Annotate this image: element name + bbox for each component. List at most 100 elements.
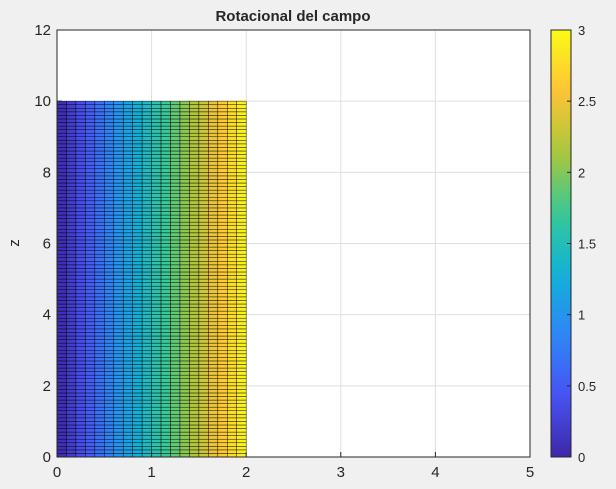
surface-cell [104,125,115,130]
surface-cell [85,108,96,113]
surface-cell [104,406,115,411]
surface-cell [75,140,86,145]
surface-cell [179,200,190,205]
surface-cell [170,172,181,177]
surface-cell [94,371,105,376]
surface-cell [198,229,209,234]
surface-cell [227,414,237,419]
surface-cell [160,446,171,451]
surface-cell [227,417,237,422]
surface-cell [170,339,181,344]
surface-cell [141,253,152,258]
surface-cell [217,193,228,198]
surface-cell [189,207,200,212]
surface-cell [85,132,96,137]
surface-cell [104,246,115,251]
surface-cell [122,257,133,262]
surface-cell [151,342,162,347]
surface-cell [208,161,219,166]
surface-cell [56,108,67,113]
surface-cell [236,143,247,148]
surface-cell [85,300,96,305]
surface-cell [141,150,152,155]
surface-cell [151,275,162,280]
surface-cell [189,157,200,162]
surface-cell [113,335,124,340]
surface-cell [236,431,247,436]
x-tick-label: 3 [337,464,345,481]
surface-cell [236,164,247,170]
surface-cell [113,143,124,148]
surface-cell [236,307,247,312]
surface-cell [141,225,152,230]
surface-cell [113,449,124,454]
surface-cell [85,264,96,269]
surface-cell [236,236,247,241]
surface-cell [141,421,152,426]
surface-cell [141,374,152,379]
surface-cell [66,396,77,401]
surface-cell [217,453,228,458]
surface-cell [198,428,209,433]
surface-cell [122,271,133,276]
surface-cell [160,214,171,219]
surface-cell [56,115,67,120]
surface-cell [208,278,219,283]
surface-cell [179,442,190,447]
surface-cell [208,424,219,429]
surface-cell [56,406,67,411]
surface-cell [66,168,77,173]
surface-cell [227,179,237,184]
surface-cell [170,196,181,202]
surface-cell [189,385,200,390]
surface-cell [170,303,181,308]
surface-cell [94,442,105,447]
surface-cell [66,453,77,458]
surface-cell [236,342,247,347]
surface-cell [94,175,105,180]
surface-cell [141,446,152,451]
surface-cell [217,115,228,120]
surface-cell [66,211,77,216]
surface-cell [208,296,219,301]
surface-cell [179,175,190,180]
surface-cell [104,378,115,383]
surface-cell [170,421,181,426]
surface-cell [75,317,86,323]
surface-cell [160,243,171,248]
surface-cell [85,410,96,415]
surface-cell [160,350,171,355]
surface-cell [113,147,124,152]
surface-cell [75,161,86,166]
surface-cell [227,314,237,319]
surface-cell [208,403,219,408]
surface-cell [132,264,143,269]
surface-cell [141,118,152,123]
surface-cell [56,186,67,191]
surface-cell [227,108,237,113]
surface-cell [151,143,162,148]
surface-cell [141,214,152,219]
surface-cell [170,350,181,355]
surface-cell [66,140,77,145]
surface-cell [151,385,162,390]
surface-cell [141,325,152,330]
surface-cell [56,196,67,202]
surface-cell [160,342,171,347]
surface-cell [179,353,190,358]
surface-cell [179,150,190,155]
surface-cell [179,303,190,308]
surface-cell [217,424,228,429]
surface-cell [132,164,143,170]
surface-cell [141,417,152,422]
surface-cell [104,182,115,187]
surface-cell [198,357,209,362]
surface-cell [227,129,237,134]
surface-cell [66,200,77,205]
surface-cell [66,406,77,411]
y-tick-label: 6 [43,236,51,253]
surface-cell [113,132,124,137]
surface-cell [132,132,143,137]
surface-cell [132,111,143,116]
surface-cell [122,289,133,294]
